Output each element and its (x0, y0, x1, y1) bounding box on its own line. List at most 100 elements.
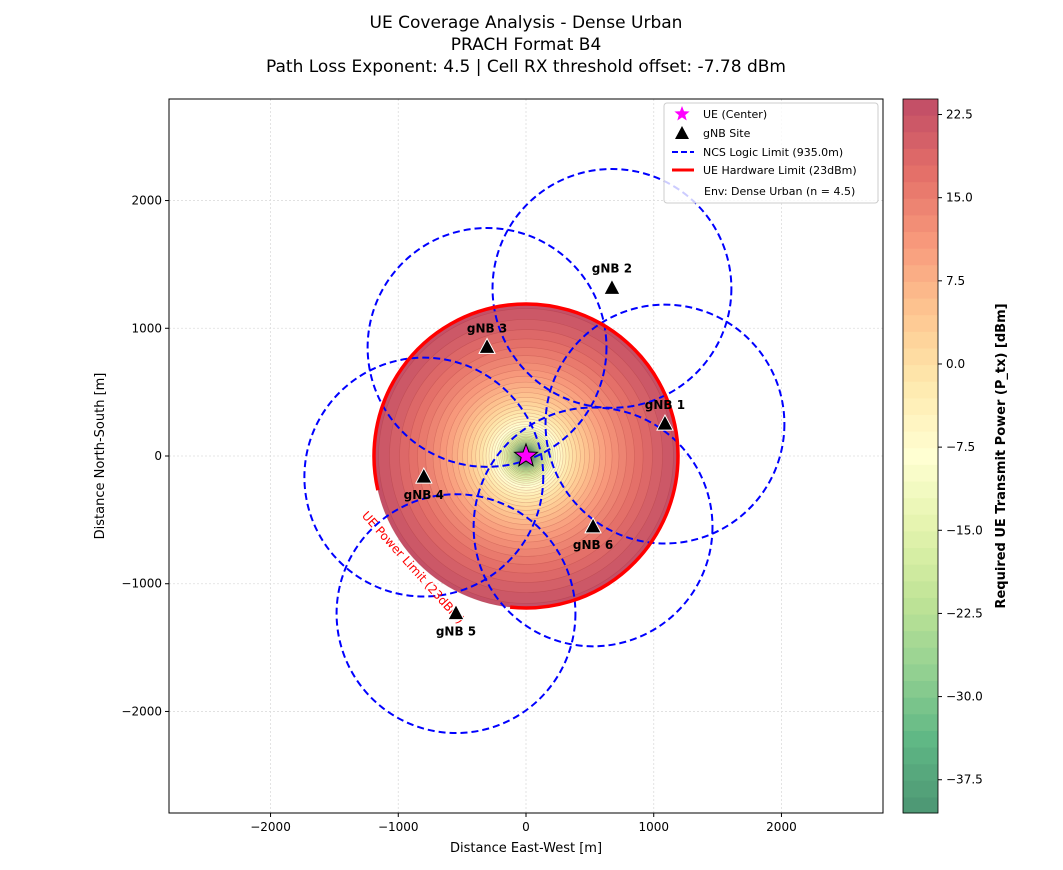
gnb-triangle-marker (584, 516, 602, 534)
colorbar-band (903, 265, 938, 283)
colorbar-band (903, 498, 938, 516)
gnb-triangle-marker (414, 467, 433, 484)
axis-ticks: −2000 −1000 0 1000 2000 −2000 −1000 0 1000 2000 (121, 194, 796, 834)
colorbar-band (903, 348, 938, 366)
colorbar-band (903, 215, 938, 233)
colorbar-band (903, 182, 938, 200)
colorbar-band (903, 298, 938, 316)
colorbar-tick-label: 7.5 (946, 274, 965, 288)
legend: UE (Center) gNB Site NCS Logic Limit (93… (663, 102, 879, 204)
gnb-label: gNB 5 (436, 625, 476, 639)
ue-hardware-limit-arc (372, 302, 680, 610)
gnb-triangle-marker (603, 278, 621, 295)
colorbar-band (903, 614, 938, 632)
colorbar-band (903, 514, 938, 532)
colorbar-band (903, 281, 938, 300)
x-tick-label: 1000 (638, 820, 669, 834)
colorbar-frame (902, 98, 939, 814)
colorbar-band (903, 548, 938, 566)
colorbar-band (903, 248, 938, 266)
x-tick-label: 2000 (766, 820, 797, 834)
colorbar-band (903, 165, 938, 183)
gnb-triangle-marker (478, 337, 496, 354)
colorbar-tick-label: 22.5 (946, 108, 973, 122)
colorbar-band (903, 132, 938, 150)
colorbar-band (903, 664, 938, 682)
gnb-sites: gNB 1 gNB 2 gNB 3 gNB 4 gNB 5 gNB 6 (404, 261, 685, 638)
colorbar-tick-label: 15.0 (946, 191, 973, 205)
gnb-triangle-marker (656, 414, 674, 431)
y-axis-label: Distance North-South [m] (93, 373, 108, 540)
colorbar-band (903, 681, 938, 699)
colorbar-band (903, 747, 938, 765)
chart-title-line-3: Path Loss Exponent: 4.5 | Cell RX thresh… (266, 57, 786, 77)
y-tick-label: 0 (154, 449, 162, 463)
gnb-triangle-marker (447, 603, 465, 621)
legend-gnb: gNB Site (703, 127, 751, 140)
colorbar-band (903, 331, 938, 349)
x-tick-label: −2000 (250, 820, 291, 834)
colorbar-band (903, 365, 938, 383)
ncs-circle (366, 227, 608, 468)
y-tick-label: −1000 (121, 577, 162, 591)
ncs-circle (472, 406, 714, 648)
legend-ncs: NCS Logic Limit (935.0m) (703, 146, 843, 159)
chart-title-line-1: UE Coverage Analysis - Dense Urban (370, 13, 683, 33)
colorbar-band (903, 115, 938, 133)
legend-triangle-icon (675, 126, 689, 139)
gnb-label: gNB 3 (467, 321, 507, 335)
colorbar-band (903, 414, 938, 433)
y-tick-label: −2000 (121, 704, 162, 718)
colorbar-band (903, 581, 938, 599)
colorbar-band (903, 697, 938, 715)
x-tick-label: 0 (522, 820, 530, 834)
colorbar-band (903, 99, 938, 117)
colorbar-band (903, 381, 938, 399)
ue-star-marker (513, 442, 539, 467)
gnb-label: gNB 2 (592, 261, 632, 275)
colorbar-tick-label: −37.5 (946, 773, 983, 787)
ncs-circle (491, 167, 733, 409)
colorbar-band (903, 481, 938, 499)
colorbar-band (903, 148, 938, 167)
legend-env: Env: Dense Urban (n = 4.5) (704, 185, 855, 198)
colorbar-tick-label: 0.0 (946, 357, 965, 371)
colorbar-band (903, 232, 938, 250)
y-tick-label: 2000 (131, 194, 162, 208)
colorbar-band (903, 730, 938, 749)
colorbar-band (903, 797, 938, 814)
colorbar-band (903, 315, 938, 333)
colorbar-band (903, 448, 938, 466)
legend-limit: UE Hardware Limit (23dBm) (703, 164, 857, 177)
ncs-circle (303, 356, 545, 598)
legend-star-icon (674, 106, 690, 121)
colorbar-band (903, 780, 938, 798)
colorbar-band (903, 597, 938, 616)
gnb-label: gNB 6 (573, 538, 613, 552)
ncs-circle (335, 493, 577, 735)
colorbar-band (903, 764, 938, 782)
colorbar-tick-label: −15.0 (946, 523, 983, 537)
colorbar-band (903, 398, 938, 416)
colorbar-band (903, 464, 938, 482)
colorbar: 22.5 15.0 7.5 0.0 −7.5 −15.0 −22.5 −30.0 −37.5 (903, 99, 983, 814)
y-tick-label: 1000 (131, 321, 162, 335)
colorbar-band (903, 531, 938, 549)
colorbar-band (903, 564, 938, 582)
colorbar-tick-label: −30.0 (946, 690, 983, 704)
chart-title-line-2: PRACH Format B4 (451, 35, 602, 55)
colorbar-tick-label: −22.5 (946, 606, 983, 620)
colorbar-band (903, 647, 938, 665)
colorbar-band (903, 631, 938, 649)
colorbar-band (903, 431, 938, 449)
x-tick-label: −1000 (378, 820, 419, 834)
ncs-circle (544, 303, 786, 545)
gnb-label: gNB 1 (645, 398, 685, 412)
colorbar-band (903, 714, 938, 732)
colorbar-band (903, 198, 938, 216)
legend-ue: UE (Center) (703, 108, 767, 121)
gnb-label: gNB 4 (404, 488, 444, 502)
x-axis-label: Distance East-West [m] (450, 841, 602, 856)
ncs-circles (303, 167, 786, 735)
